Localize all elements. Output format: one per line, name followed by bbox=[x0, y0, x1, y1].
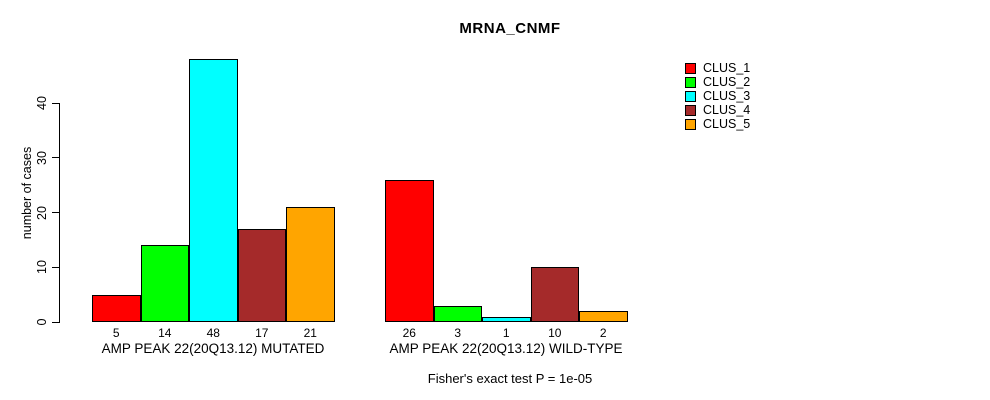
bar-value-label: 21 bbox=[303, 326, 317, 340]
bar-clus_5-group2 bbox=[579, 311, 628, 322]
bar-clus_1-group2 bbox=[385, 179, 434, 322]
legend-swatch-icon bbox=[685, 90, 696, 102]
legend-item-clus_4: CLUS_4 bbox=[685, 103, 750, 117]
legend-swatch-icon bbox=[685, 76, 696, 88]
bar-clus_3-group2 bbox=[482, 316, 531, 322]
chart-title: MRNA_CNMF bbox=[459, 20, 561, 37]
bar-clus_2-group2 bbox=[433, 305, 482, 322]
y-axis-tick bbox=[52, 102, 60, 104]
legend-label: CLUS_4 bbox=[703, 103, 751, 117]
legend-swatch-icon bbox=[685, 118, 696, 130]
fisher-test-note: Fisher's exact test P = 1e-05 bbox=[427, 371, 593, 386]
bar-value-label: 14 bbox=[158, 326, 172, 340]
bar-value-label: 2 bbox=[599, 326, 607, 340]
legend-label: CLUS_3 bbox=[703, 89, 751, 103]
legend-item-clus_2: CLUS_2 bbox=[685, 75, 750, 89]
y-axis-tick-label: 30 bbox=[35, 150, 49, 165]
y-axis-tick-label: 20 bbox=[35, 205, 49, 220]
bar-value-label: 26 bbox=[402, 326, 416, 340]
bar-value-label: 48 bbox=[206, 326, 220, 340]
legend-swatch-icon bbox=[685, 62, 696, 74]
y-axis-tick bbox=[52, 266, 60, 268]
legend-item-clus_5: CLUS_5 bbox=[685, 117, 750, 131]
bar-clus_3-group1 bbox=[189, 59, 238, 322]
y-axis-tick-label: 0 bbox=[35, 318, 49, 326]
x-axis-group-label-wildtype: AMP PEAK 22(20Q13.12) WILD-TYPE bbox=[389, 341, 623, 356]
legend-item-clus_3: CLUS_3 bbox=[685, 89, 750, 103]
bar-value-label: 10 bbox=[548, 326, 562, 340]
legend-swatch-icon bbox=[685, 104, 696, 116]
legend-label: CLUS_2 bbox=[703, 75, 751, 89]
y-axis-tick-label: 40 bbox=[35, 96, 49, 110]
bar-clus_1-group1 bbox=[92, 294, 141, 322]
y-axis-label: number of cases bbox=[20, 146, 34, 240]
y-axis-tick-label: 10 bbox=[35, 260, 49, 275]
legend-label: CLUS_1 bbox=[703, 61, 751, 75]
legend-label: CLUS_5 bbox=[703, 117, 751, 131]
y-axis-tick bbox=[52, 321, 60, 323]
x-axis-group-label-mutated: AMP PEAK 22(20Q13.12) MUTATED bbox=[101, 341, 325, 356]
bar-clus_2-group1 bbox=[140, 245, 189, 322]
bar-clus_4-group1 bbox=[237, 228, 286, 322]
bar-value-label: 5 bbox=[112, 326, 120, 340]
bar-value-label: 3 bbox=[454, 326, 462, 340]
legend: CLUS_1 CLUS_2 CLUS_3 CLUS_4 CLUS_5 bbox=[685, 61, 750, 131]
legend-item-clus_1: CLUS_1 bbox=[685, 61, 750, 75]
bar-value-label: 1 bbox=[502, 326, 510, 340]
bar-clus_4-group2 bbox=[530, 267, 579, 322]
bar-clus_5-group1 bbox=[286, 207, 335, 322]
bar-value-label: 17 bbox=[255, 326, 269, 340]
y-axis-tick bbox=[52, 212, 60, 213]
y-axis-tick bbox=[52, 157, 60, 159]
